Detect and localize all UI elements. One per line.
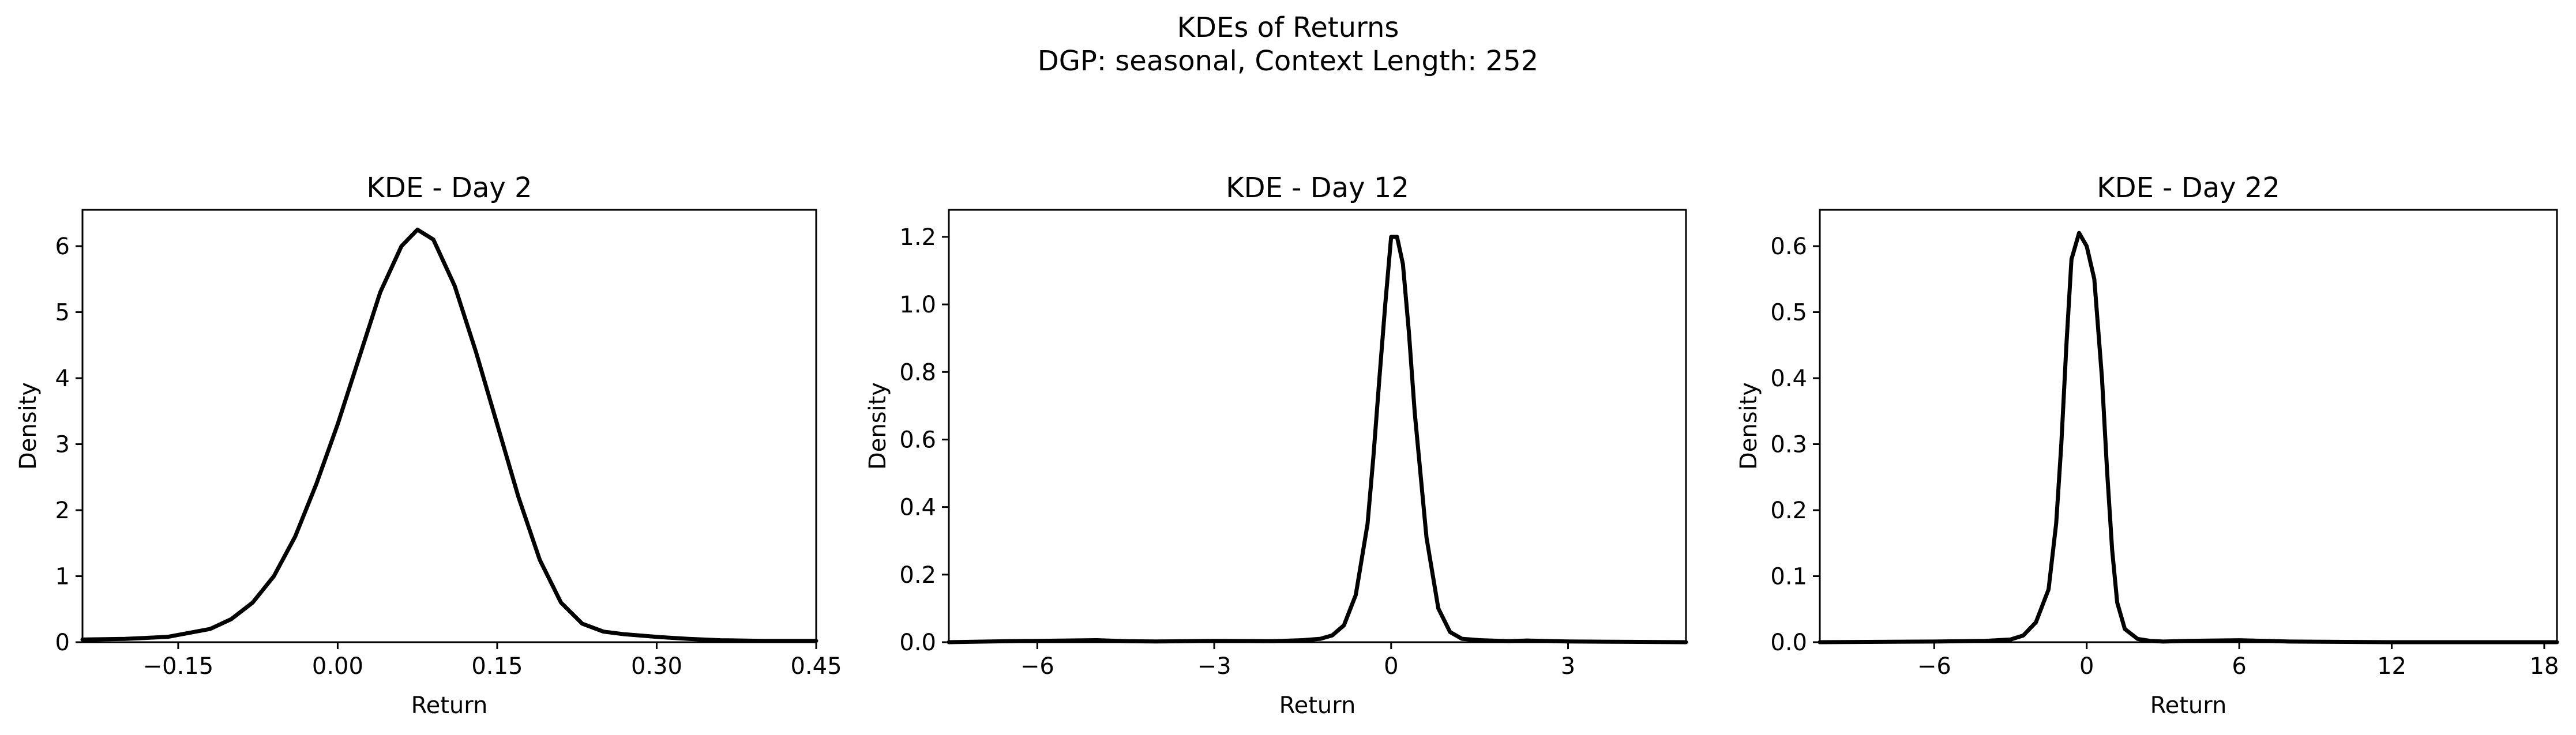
kde-curve [1818, 231, 2559, 644]
x-axis-label: Return [2150, 692, 2227, 719]
y-tick-label: 0.5 [1770, 299, 1807, 326]
y-tick-label: 0.4 [1770, 365, 1807, 392]
x-tick-label: −6 [1020, 653, 1054, 680]
subplot-title: KDE - Day 2 [366, 172, 532, 204]
y-tick-label: 1.0 [899, 292, 936, 318]
x-tick-label: 6 [2232, 653, 2246, 680]
x-tick-label: 0 [1384, 653, 1398, 680]
x-tick-label: 0.00 [312, 653, 363, 680]
subplot-grid: KDE - Day 2−0.15 0.00 0.15 0.30 0.450123456R… [15, 172, 2559, 719]
x-tick-label: 18 [2530, 653, 2559, 680]
y-tick-label: 6 [55, 233, 70, 260]
kde-curve [947, 235, 1688, 644]
y-tick-label: 0.0 [1770, 630, 1807, 656]
subplot-3: KDE - Day 22 −6 0 6 12 18 0.0 0.1 0.2 0.3 0.4 0.5 0.… [1736, 172, 2559, 719]
subplot-title: KDE - Day 12 [1226, 172, 1409, 204]
x-tick-label: 0.30 [631, 653, 682, 680]
kde-curve [80, 227, 818, 643]
y-tick-label: 0.6 [1770, 233, 1807, 260]
y-tick-label: 0.6 [899, 427, 936, 453]
figure-title-line-2: DGP: seasonal, Context Length: 252 [1038, 45, 1538, 77]
y-tick-label: 0.8 [899, 359, 936, 386]
y-tick-label: 0.2 [1770, 497, 1807, 524]
y-tick-label: 0.3 [1770, 431, 1807, 458]
x-tick-label: −6 [1917, 653, 1951, 680]
y-tick-label: 3 [55, 431, 70, 458]
y-tick-label: 1.2 [899, 224, 936, 251]
subplot-2: KDE - Day 12 −6 −3 0 3 0.0 0.2 0.4 0.6 0.8 1.0 1.2 R… [865, 172, 1688, 719]
y-tick-label: 2 [55, 497, 70, 524]
y-tick-label: 5 [55, 299, 70, 326]
y-tick-label: 0.2 [899, 562, 936, 589]
x-axis-label: Return [411, 692, 488, 719]
y-tick-label: 0.4 [899, 495, 936, 521]
y-tick-label: 1 [55, 563, 70, 590]
x-tick-label: 12 [2377, 653, 2406, 680]
axes-frame [81, 209, 817, 643]
x-tick-label: 0.45 [790, 653, 842, 680]
x-tick-label: 0 [2079, 653, 2094, 680]
x-tick-label: −3 [1197, 653, 1231, 680]
x-tick-label: 3 [1561, 653, 1575, 680]
x-tick-label: −0.15 [143, 653, 214, 680]
y-axis-label: Density [1736, 382, 1762, 470]
y-tick-label: 0 [55, 630, 70, 656]
y-axis-label: Density [15, 382, 42, 470]
axes-frame [948, 209, 1687, 643]
y-tick-label: 4 [55, 365, 70, 392]
subplot-title: KDE - Day 22 [2097, 172, 2280, 204]
axes-frame [1819, 209, 2558, 643]
y-tick-label: 0.1 [1770, 563, 1807, 590]
y-axis-label: Density [865, 382, 891, 470]
x-axis-label: Return [1279, 692, 1356, 719]
x-tick-label: 0.15 [471, 653, 523, 680]
figure-title-line-1: KDEs of Returns [1177, 12, 1399, 44]
subplot-1: KDE - Day 2 −0.15 0.00 0.15 0.30 0.45 0 1 2 3 4 5 6 R… [15, 172, 842, 719]
y-tick-label: 0.0 [899, 630, 936, 656]
